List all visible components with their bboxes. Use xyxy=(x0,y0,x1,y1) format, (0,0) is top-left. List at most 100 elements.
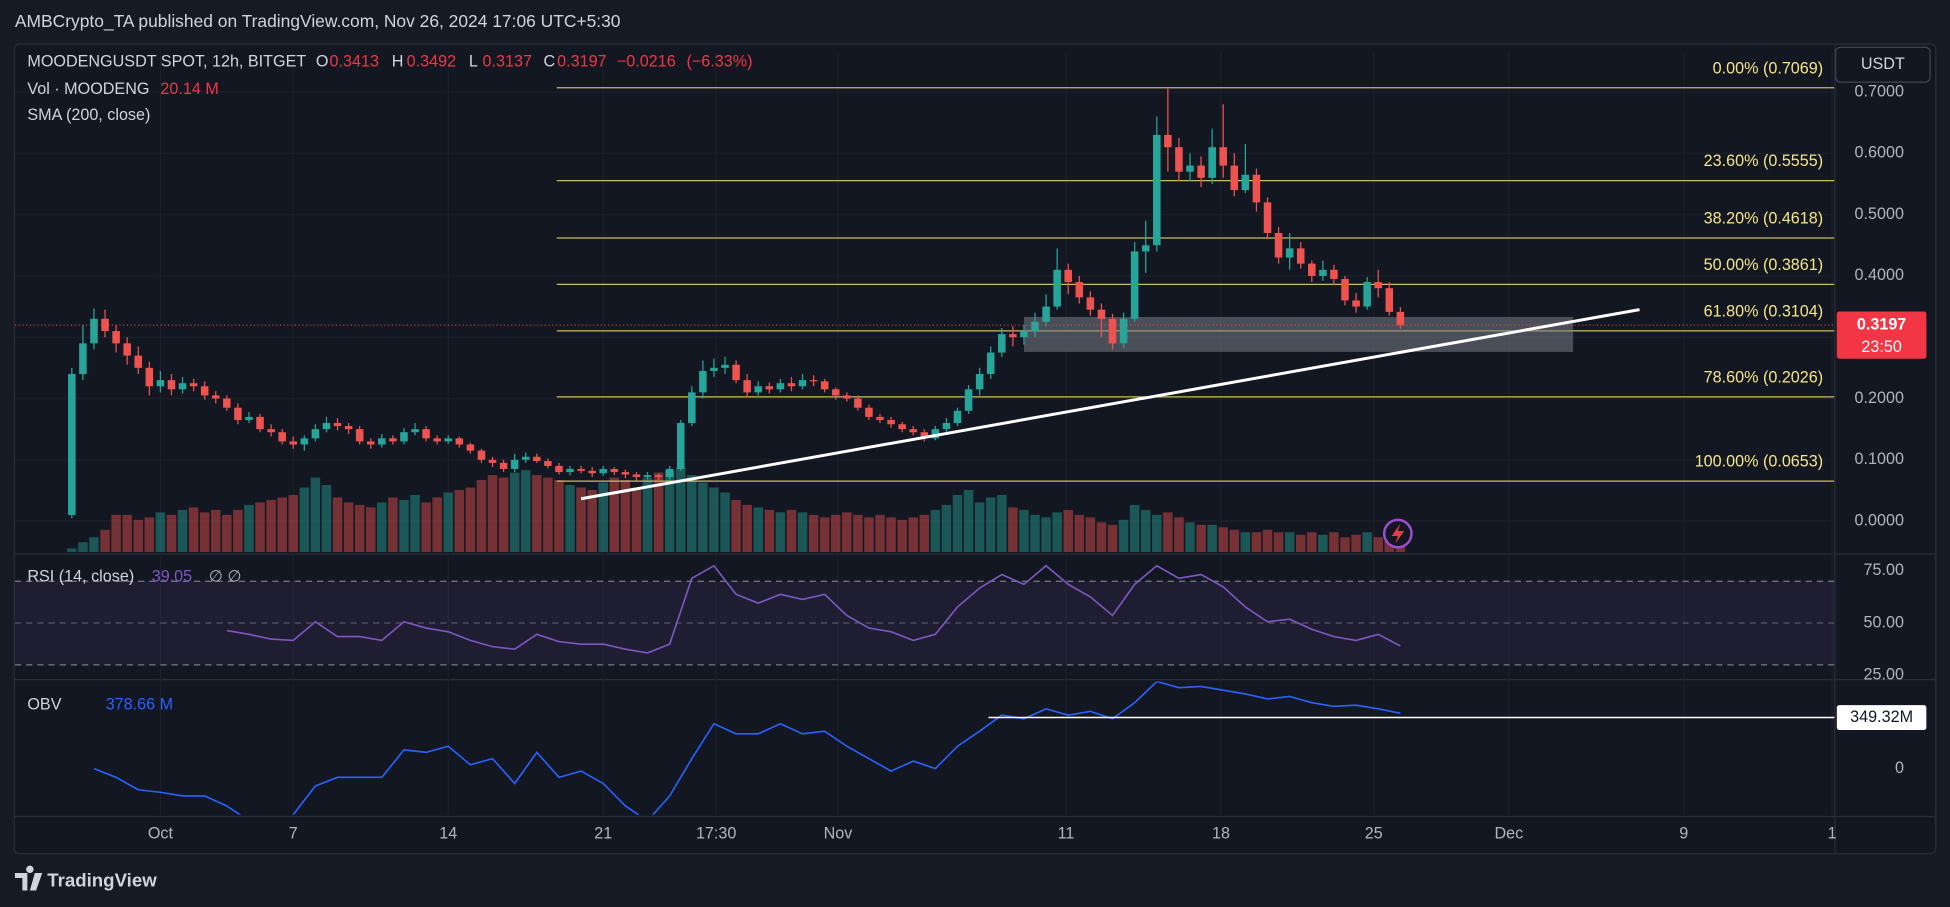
volume-bar xyxy=(1063,509,1073,553)
candle-body xyxy=(809,380,818,382)
volume-bar xyxy=(1373,537,1383,553)
candle-body xyxy=(256,416,264,430)
volume-bar xyxy=(365,507,376,553)
volume-bar xyxy=(454,490,465,553)
rsi-tick-label: 50.00 xyxy=(1864,613,1904,631)
volume-bar xyxy=(432,497,442,553)
currency-button-label[interactable]: USDT xyxy=(1861,55,1905,73)
candle-body xyxy=(798,380,807,387)
volume-bar xyxy=(908,517,918,553)
volume-bar xyxy=(67,548,77,553)
axes: Oct 7 14 21 17:30 Nov 11 18 25 Dec 9 1 0.0000 0.1000 0… xyxy=(148,82,1927,843)
candle-body xyxy=(710,367,718,371)
volume-bar xyxy=(864,517,874,553)
indicator-title: SMA (200, close) xyxy=(27,106,150,124)
candle-body xyxy=(1219,147,1227,166)
countdown-label: 23:50 xyxy=(1861,338,1901,356)
volume-bar xyxy=(698,482,708,553)
volume-bar xyxy=(1251,532,1262,553)
candle-body xyxy=(311,429,320,439)
volume-bar xyxy=(687,475,697,553)
volume-bar xyxy=(498,477,509,553)
candle-body xyxy=(610,469,619,473)
candle-body xyxy=(1330,269,1338,279)
volume-bar xyxy=(1008,507,1018,553)
rsi-extra: ∅ ∅ xyxy=(209,567,242,585)
volume-bar xyxy=(709,487,719,553)
alert-icon[interactable] xyxy=(1382,518,1413,549)
volume-bar xyxy=(1129,504,1140,553)
volume-bar xyxy=(388,497,398,553)
volume-bar xyxy=(421,502,431,553)
volume-bar xyxy=(89,537,99,553)
volume-bar xyxy=(675,467,686,553)
fib-label: 23.60% (0.5555) xyxy=(1704,152,1823,170)
volume-bar xyxy=(963,490,974,553)
candle-body xyxy=(510,459,519,470)
alert-icon-bolt[interactable] xyxy=(1391,523,1405,544)
candle-body xyxy=(488,459,497,463)
volume-current: 20.14 M xyxy=(160,80,218,98)
candle-body xyxy=(112,331,120,344)
candle-body xyxy=(378,438,386,445)
candle-body xyxy=(1119,318,1128,344)
candle-body xyxy=(1396,311,1405,326)
volume-bar xyxy=(1318,534,1328,553)
volume-bar xyxy=(808,514,819,553)
candle-body xyxy=(1319,269,1327,276)
volume-bar xyxy=(1196,524,1206,553)
candle-body xyxy=(975,373,984,390)
candle-body xyxy=(1352,300,1360,307)
candle-body xyxy=(986,352,995,374)
x-tick-label: 7 xyxy=(289,825,298,843)
logo-mark xyxy=(14,865,43,891)
candle-body xyxy=(920,432,929,439)
x-tick-label: 25 xyxy=(1365,825,1383,843)
candle-body xyxy=(1042,306,1050,322)
volume-bar xyxy=(1107,524,1118,553)
obv-title: OBV xyxy=(27,695,61,713)
candle-body xyxy=(1274,233,1283,258)
candle-body xyxy=(654,475,663,477)
currency-button-box[interactable] xyxy=(1834,46,1931,83)
volume-bar xyxy=(642,477,653,553)
x-tick-label: Oct xyxy=(148,825,174,843)
obv-line xyxy=(93,681,1401,815)
x-tick-label: 17:30 xyxy=(696,825,736,843)
candle-body xyxy=(964,389,973,411)
volume-bar xyxy=(1384,539,1395,553)
volume-bar xyxy=(1207,524,1217,553)
legend-value: 0.3197 xyxy=(557,52,606,70)
volume-bar xyxy=(520,470,531,553)
candle-body xyxy=(156,380,165,387)
candle-body xyxy=(90,318,98,344)
candle-body xyxy=(477,450,486,460)
volume-bar xyxy=(1262,529,1273,553)
candle-body xyxy=(1009,334,1017,338)
footer-brand: TradingView xyxy=(47,870,157,891)
rsi-title: RSI (14, close) xyxy=(27,567,134,585)
volume-bar xyxy=(532,475,542,553)
candle-body xyxy=(411,429,419,433)
volume-bar xyxy=(742,504,752,553)
candle-body xyxy=(333,423,342,427)
candle-body xyxy=(632,474,641,477)
candle-body xyxy=(267,429,275,433)
volume-bar xyxy=(1395,547,1406,553)
candle-body xyxy=(854,398,862,408)
volume-bar xyxy=(576,487,586,553)
currency-button[interactable]: USDT xyxy=(1834,46,1931,83)
volume-bar xyxy=(288,494,299,553)
volume-bar xyxy=(321,485,332,553)
candle-body xyxy=(289,441,298,445)
candle-body xyxy=(566,469,574,473)
candle-body xyxy=(1186,165,1194,172)
volume-bar xyxy=(476,480,487,553)
volume-bar xyxy=(1340,537,1350,553)
legend-key: H xyxy=(392,52,404,70)
volume-bar xyxy=(343,502,354,553)
candle-body xyxy=(1175,147,1183,172)
legend-key: C xyxy=(543,52,555,70)
volume-bar xyxy=(1240,532,1251,553)
volume-bar xyxy=(897,519,907,553)
